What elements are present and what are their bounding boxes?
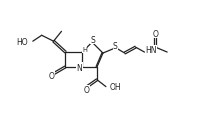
Text: H: H [82, 47, 87, 53]
Text: OH: OH [110, 82, 121, 91]
Text: N: N [77, 63, 82, 72]
Text: O: O [49, 72, 55, 81]
Text: HO: HO [16, 37, 28, 46]
Text: S: S [113, 42, 118, 51]
Text: S: S [90, 36, 95, 45]
Text: O: O [152, 29, 158, 38]
Text: O: O [84, 85, 90, 94]
Text: HN: HN [145, 46, 156, 55]
